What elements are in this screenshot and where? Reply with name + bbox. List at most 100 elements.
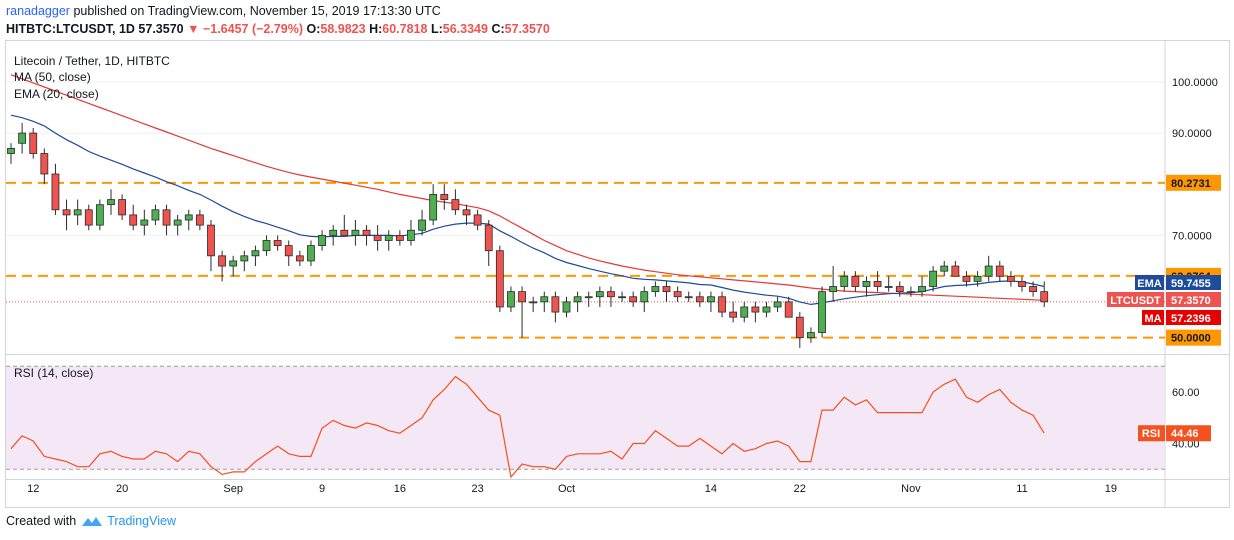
candle	[1018, 276, 1026, 292]
candle-body	[595, 291, 604, 298]
candle-body	[729, 311, 738, 318]
rsi-band	[6, 366, 1165, 470]
candle	[151, 204, 160, 226]
time-axis-label: 16	[394, 483, 406, 495]
price-tick-label: 90.0000	[1172, 128, 1212, 140]
candle-body	[529, 301, 538, 304]
candle-body	[962, 275, 971, 282]
candle	[1007, 271, 1015, 287]
candle-body	[1018, 280, 1026, 287]
candle	[773, 296, 782, 313]
candle	[751, 301, 760, 323]
candle	[251, 245, 260, 267]
time-axis-label: 22	[794, 483, 806, 495]
candle-body	[518, 291, 526, 303]
high-label: H:	[369, 22, 383, 36]
candle	[184, 209, 193, 231]
time-axis-label: 20	[116, 483, 128, 495]
candle-body	[884, 286, 893, 288]
candle	[851, 271, 860, 292]
candle	[907, 286, 915, 297]
candle-body	[207, 224, 215, 257]
ma50-line	[10, 74, 1045, 301]
price-value-text: 57.3570	[1171, 295, 1211, 307]
candle	[207, 220, 215, 272]
candle-body	[873, 280, 882, 287]
candle	[1040, 281, 1049, 307]
candle-body	[407, 229, 415, 241]
publish-header: ranadagger published on TradingView.com,…	[6, 4, 441, 18]
candle-body	[362, 229, 371, 236]
candle-body	[473, 214, 482, 226]
candle	[829, 266, 838, 302]
created-with-text: Created with	[6, 514, 77, 528]
candle-body	[351, 229, 360, 236]
time-axis-label: 19	[1105, 483, 1117, 495]
candle	[129, 204, 138, 231]
tradingview-brand[interactable]: TradingView	[107, 514, 176, 528]
candle-body	[229, 260, 238, 267]
candle	[640, 286, 649, 313]
level-label-box	[1166, 329, 1221, 346]
candle	[662, 281, 671, 302]
price-tick-label: 70.0000	[1172, 230, 1212, 242]
candle-body	[329, 229, 338, 236]
candle	[329, 225, 338, 246]
author-link[interactable]: ranadagger	[6, 4, 70, 18]
candle	[962, 271, 971, 287]
candle	[429, 184, 438, 226]
candle	[929, 266, 938, 292]
last-price: 57.3570	[138, 22, 184, 36]
price-tag-text: LTCUSDT	[1110, 295, 1161, 307]
candle-body	[95, 204, 104, 226]
candle-body	[162, 209, 171, 226]
candle	[62, 199, 71, 231]
candle-body	[751, 306, 760, 313]
candle	[573, 291, 582, 313]
candle	[551, 291, 560, 323]
candle-body	[984, 265, 993, 277]
candle	[395, 230, 404, 246]
candle	[140, 209, 149, 236]
candle-body	[384, 234, 393, 241]
published-text: published on TradingView.com, November 1…	[73, 4, 441, 18]
candle-body	[573, 296, 582, 303]
candle-body	[307, 245, 315, 262]
open-label: O:	[306, 22, 321, 36]
candle-body	[684, 296, 693, 299]
candle	[295, 250, 304, 267]
candle-body	[218, 255, 226, 267]
candle	[973, 271, 982, 287]
candle	[473, 209, 482, 231]
candle	[173, 214, 182, 236]
symbol-text: HITBTC:LTCUSDT, 1D	[6, 22, 135, 36]
candle-body	[784, 301, 793, 318]
price-value-box	[1166, 275, 1221, 290]
candle	[51, 163, 60, 215]
candle	[618, 291, 626, 302]
candle-body	[62, 209, 71, 216]
candle-body	[395, 234, 404, 241]
time-axis-label: 23	[471, 483, 483, 495]
close-label: C:	[491, 22, 505, 36]
candle-body	[651, 286, 660, 293]
candle-body	[107, 199, 115, 206]
candle	[73, 199, 82, 226]
candle-body	[629, 296, 638, 303]
rsi-value-text: 44.46	[1171, 428, 1199, 440]
candle-body	[129, 214, 138, 226]
candle	[340, 214, 349, 236]
candle	[307, 240, 315, 267]
rsi-title: RSI (14, close)	[14, 366, 93, 380]
candle-body	[273, 240, 282, 246]
candle	[562, 296, 571, 318]
candle-body	[795, 316, 804, 339]
candle	[118, 194, 126, 221]
candle-body	[451, 199, 460, 211]
candle	[440, 184, 449, 210]
candle-body	[840, 275, 849, 287]
legend-ema: EMA (20, close)	[14, 87, 99, 101]
open-value: 58.9823	[320, 22, 366, 36]
level-label-box	[1166, 174, 1221, 191]
